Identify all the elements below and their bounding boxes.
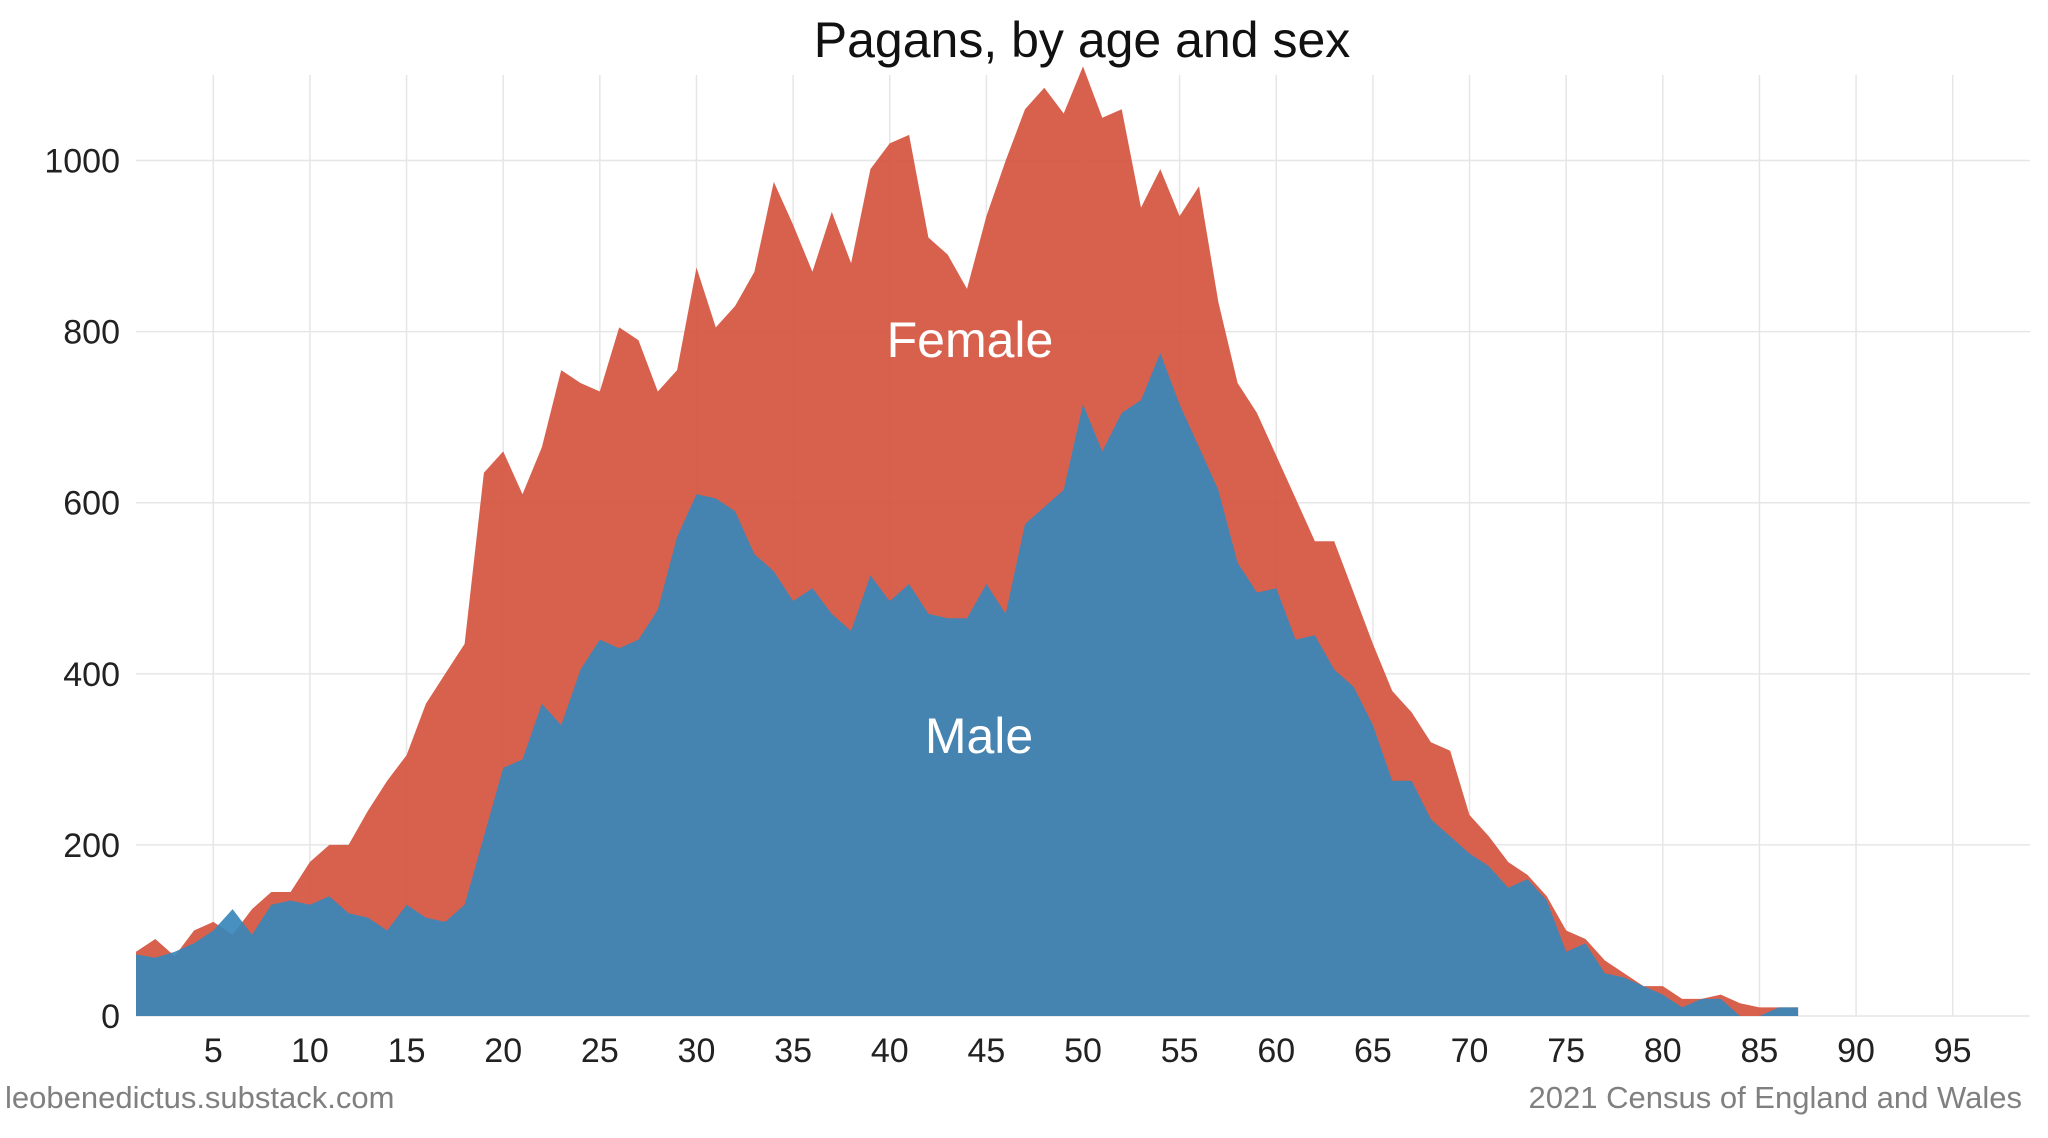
- x-tick-label: 75: [1547, 1032, 1585, 1070]
- male-area: [136, 353, 1799, 1016]
- x-tick-label: 95: [1934, 1032, 1972, 1070]
- x-tick-label: 35: [774, 1032, 812, 1070]
- female-area-label: Female: [887, 312, 1054, 368]
- y-tick-label: 1000: [44, 143, 120, 181]
- x-tick-label: 85: [1741, 1032, 1779, 1070]
- x-tick-label: 40: [871, 1032, 909, 1070]
- x-tick-label: 15: [388, 1032, 426, 1070]
- x-tick-label: 70: [1451, 1032, 1489, 1070]
- y-tick-label: 600: [63, 485, 120, 523]
- chart-title: Pagans, by age and sex: [814, 12, 1351, 68]
- y-tick-label: 400: [63, 656, 120, 694]
- x-tick-label: 90: [1837, 1032, 1875, 1070]
- x-tick-label: 45: [967, 1032, 1005, 1070]
- x-tick-label: 10: [291, 1032, 329, 1070]
- x-tick-label: 60: [1257, 1032, 1295, 1070]
- x-tick-label: 50: [1064, 1032, 1102, 1070]
- footer-source-left: leobenedictus.substack.com: [5, 1080, 394, 1115]
- y-tick-label: 0: [101, 998, 120, 1036]
- x-tick-label: 30: [678, 1032, 716, 1070]
- footer-source-right: 2021 Census of England and Wales: [1529, 1080, 2022, 1115]
- x-tick-label: 80: [1644, 1032, 1682, 1070]
- x-tick-label: 55: [1161, 1032, 1199, 1070]
- plot-areas: [136, 66, 1799, 1016]
- y-tick-label: 800: [63, 314, 120, 352]
- x-tick-label: 65: [1354, 1032, 1392, 1070]
- x-tick-label: 5: [204, 1032, 223, 1070]
- series-labels: Female Male: [887, 312, 1054, 764]
- x-tick-label: 25: [581, 1032, 619, 1070]
- x-axis-ticks: 5 10 15 20 25 30 35 40 45 50 55 60 65 70 75 80 85 90 95: [204, 1032, 1972, 1070]
- y-tick-label: 200: [63, 827, 120, 865]
- male-area-label: Male: [925, 708, 1033, 764]
- y-axis-ticks: 0 200 400 600 800 1000: [44, 143, 120, 1036]
- x-tick-label: 20: [484, 1032, 522, 1070]
